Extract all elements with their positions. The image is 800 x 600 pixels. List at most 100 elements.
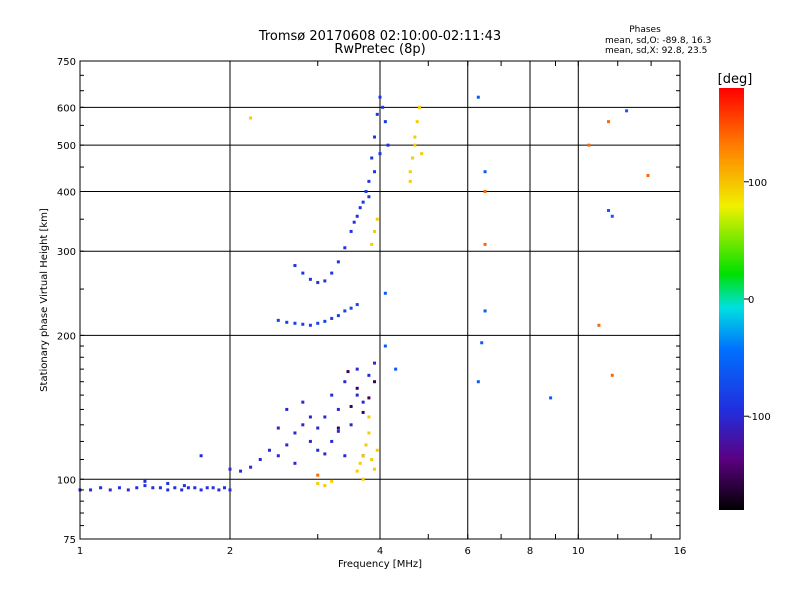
data-point <box>373 467 377 471</box>
data-point <box>646 174 650 178</box>
y-tick-label: 300 <box>57 247 76 258</box>
grid-layer <box>80 61 680 539</box>
data-point <box>223 486 227 490</box>
data-point <box>301 423 305 427</box>
data-point <box>239 469 243 473</box>
data-point <box>249 116 253 120</box>
data-point <box>316 448 320 452</box>
colorbar-tick-label: -100 <box>748 412 771 423</box>
data-point <box>276 454 280 458</box>
data-point <box>293 321 297 325</box>
data-point <box>323 415 327 419</box>
data-point <box>367 431 371 435</box>
data-point <box>249 465 253 469</box>
data-point <box>355 386 359 390</box>
data-point <box>367 373 371 377</box>
data-point <box>323 484 327 488</box>
colorbar-tick-label: 100 <box>748 178 767 189</box>
data-point <box>373 170 377 174</box>
data-point <box>394 367 398 371</box>
data-point <box>330 316 334 320</box>
data-point <box>355 214 359 218</box>
data-point <box>413 135 417 139</box>
x-tick-label: 16 <box>674 546 687 557</box>
y-tick-label: 500 <box>57 141 76 152</box>
stats-line-x: mean, sd,X: 92.8, 23.5 <box>605 46 707 56</box>
data-point <box>199 488 203 492</box>
data-point <box>375 217 379 221</box>
data-point <box>361 454 365 458</box>
data-point <box>285 443 289 447</box>
data-point <box>99 486 103 490</box>
data-point <box>355 303 359 307</box>
data-point <box>336 260 340 264</box>
data-point <box>293 264 297 268</box>
data-point <box>364 189 368 193</box>
x-tick-label: 1 <box>77 546 83 557</box>
x-tick-label: 2 <box>227 546 233 557</box>
data-point <box>276 426 280 430</box>
colorbar-ticks: 100 0 -100 <box>744 178 771 423</box>
data-point <box>378 152 382 156</box>
data-point <box>316 426 320 430</box>
data-point <box>301 400 305 404</box>
data-point <box>373 229 377 233</box>
data-point <box>358 461 362 465</box>
data-point <box>343 309 347 313</box>
data-point <box>301 322 305 326</box>
data-point <box>330 393 334 397</box>
data-point <box>373 135 377 139</box>
data-point <box>549 396 553 400</box>
stats-line-o: mean, sd,O: -89.8, 16.3 <box>605 36 711 46</box>
data-point <box>349 306 353 310</box>
data-point <box>625 109 629 113</box>
data-point <box>308 439 312 443</box>
data-point <box>349 229 353 233</box>
data-point <box>211 486 215 490</box>
data-point <box>143 479 147 483</box>
data-point <box>413 143 417 147</box>
data-point <box>607 209 611 213</box>
data-point <box>483 189 487 193</box>
data-point <box>480 341 484 345</box>
data-point <box>158 486 162 490</box>
data-point <box>151 486 155 490</box>
data-point <box>89 488 93 492</box>
colorbar-label: [deg] <box>718 72 753 87</box>
y-tick-label: 400 <box>57 187 76 198</box>
data-point <box>408 179 412 183</box>
x-axis-label: Frequency [MHz] <box>338 559 422 570</box>
data-point <box>199 454 203 458</box>
data-point <box>182 484 186 488</box>
points-layer <box>78 95 650 492</box>
y-axis-label: Stationary phase Virtual Height [km] <box>39 208 50 392</box>
data-point <box>343 380 347 384</box>
data-point <box>217 488 221 492</box>
data-point <box>355 393 359 397</box>
data-point <box>316 473 320 477</box>
axis-layer: 1 2 4 6 8 10 16 75 100 200 300 400 500 600 750 <box>57 57 686 557</box>
data-point <box>483 242 487 246</box>
data-point <box>301 271 305 275</box>
data-point <box>483 170 487 174</box>
data-point <box>323 319 327 323</box>
stats-heading: Phases <box>629 25 661 35</box>
data-point <box>361 200 365 204</box>
data-point <box>173 486 177 490</box>
data-point <box>411 156 415 160</box>
data-point <box>375 112 379 116</box>
data-point <box>361 400 365 404</box>
data-point <box>285 320 289 324</box>
x-tick-label: 6 <box>465 546 471 557</box>
data-point <box>336 314 340 318</box>
data-point <box>143 484 147 488</box>
colorbar-tick-label: 0 <box>748 295 754 306</box>
y-tick-label: 75 <box>63 535 76 546</box>
data-point <box>375 448 379 452</box>
data-point <box>308 323 312 327</box>
data-point <box>383 120 387 124</box>
data-point <box>352 220 356 224</box>
data-point <box>228 467 232 471</box>
data-point <box>408 170 412 174</box>
